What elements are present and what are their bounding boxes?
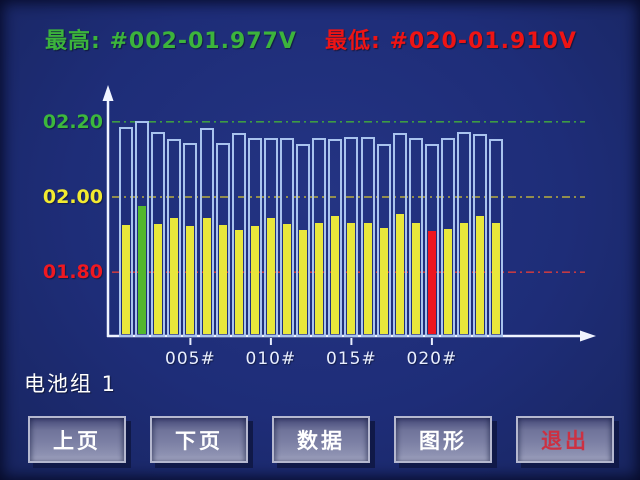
battery-bar-fill-006 <box>202 218 211 334</box>
battery-bar-fill-003 <box>154 224 163 334</box>
min-voltage-value: #020-01.910V <box>389 29 577 54</box>
battery-bar-fill-001 <box>122 224 130 334</box>
battery-bar-frame-015 <box>344 136 359 337</box>
prev-page-button[interactable]: 上页 <box>28 416 126 463</box>
min-voltage-readout: 最低: #020-01.910V <box>325 23 577 55</box>
battery-bar-frame-023 <box>473 133 488 337</box>
battery-bar-fill-021 <box>444 228 452 334</box>
battery-bar-fill-016 <box>363 222 372 334</box>
battery-bar-frame-005 <box>183 142 198 337</box>
battery-bar-fill-009 <box>250 225 259 334</box>
battery-bar-frame-019 <box>408 137 423 337</box>
battery-bar-fill-010 <box>266 218 275 334</box>
battery-bar-fill-022 <box>460 222 469 334</box>
next-page-button[interactable]: 下页 <box>150 416 248 463</box>
min-voltage-label: 最低: <box>325 29 381 54</box>
battery-bar-frame-018 <box>392 133 407 337</box>
battery-bar-fill-012 <box>299 230 308 334</box>
data-view-button[interactable]: 数据 <box>272 416 370 463</box>
max-voltage-value: #002-01.977V <box>109 29 297 54</box>
y-axis-label-01.80: 01.80 <box>42 261 103 284</box>
battery-bar-frame-022 <box>457 131 472 337</box>
battery-bar-frame-006 <box>199 127 214 337</box>
battery-bar-frame-013 <box>312 137 327 337</box>
battery-bar-frame-011 <box>280 137 294 337</box>
battery-bar-frame-020 <box>424 143 439 337</box>
battery-bar-frame-014 <box>328 139 343 337</box>
x-axis-arrow-icon <box>580 330 596 342</box>
x-tick-label-020#: 020# <box>406 349 458 369</box>
x-tick-label-010#: 010# <box>245 349 297 369</box>
battery-bar-fill-005 <box>186 225 195 334</box>
battery-bar-frame-024 <box>489 139 504 337</box>
battery-bar-frame-012 <box>296 143 311 337</box>
battery-bar-fill-007 <box>218 224 227 334</box>
battery-bar-fill-024 <box>492 222 501 334</box>
y-axis-arrow-icon <box>102 85 114 101</box>
battery-bar-fill-004 <box>170 218 179 334</box>
y-axis-label-02.20: 02.20 <box>42 110 103 133</box>
battery-bar-fill-018 <box>395 213 404 334</box>
battery-bar-frame-007 <box>215 142 230 337</box>
battery-group-label: 电池组 1 <box>24 372 118 396</box>
battery-bar-frame-021 <box>441 137 455 337</box>
battery-bar-frame-009 <box>247 137 262 337</box>
x-tick-label-005#: 005# <box>165 349 216 369</box>
battery-bar-fill-015 <box>347 222 356 334</box>
battery-bar-fill-002 <box>138 205 147 334</box>
y-axis-label-02.00: 02.00 <box>42 186 103 208</box>
battery-bar-fill-019 <box>411 222 420 334</box>
battery-bar-fill-013 <box>315 222 324 334</box>
battery-bar-frame-008 <box>231 133 246 337</box>
battery-bar-frame-003 <box>151 131 166 337</box>
battery-bar-fill-023 <box>476 216 485 334</box>
battery-bar-frame-001 <box>119 126 133 337</box>
battery-bar-fill-020 <box>427 230 436 334</box>
max-voltage-label: 最高: <box>45 29 101 54</box>
battery-bar-fill-008 <box>234 230 243 334</box>
battery-bar-fill-011 <box>283 224 291 334</box>
max-voltage-readout: 最高: #002-01.977V <box>45 23 297 55</box>
graph-view-button[interactable]: 图形 <box>394 416 492 463</box>
battery-voltage-bar-chart: 02.20 02.00 01.80 005# 010# 015# 020# <box>42 85 596 369</box>
exit-button[interactable]: 退出 <box>516 416 614 463</box>
battery-bar-frame-016 <box>360 136 375 337</box>
battery-bar-fill-017 <box>379 228 388 334</box>
battery-bar-fill-014 <box>331 216 340 334</box>
x-axis-ticks <box>189 338 433 345</box>
x-tick-label-015#: 015# <box>326 349 377 369</box>
battery-bar-frame-004 <box>167 139 182 337</box>
battery-bar-frame-002 <box>135 120 150 337</box>
battery-bar-frame-017 <box>376 143 391 337</box>
battery-bar-frame-010 <box>263 137 278 337</box>
